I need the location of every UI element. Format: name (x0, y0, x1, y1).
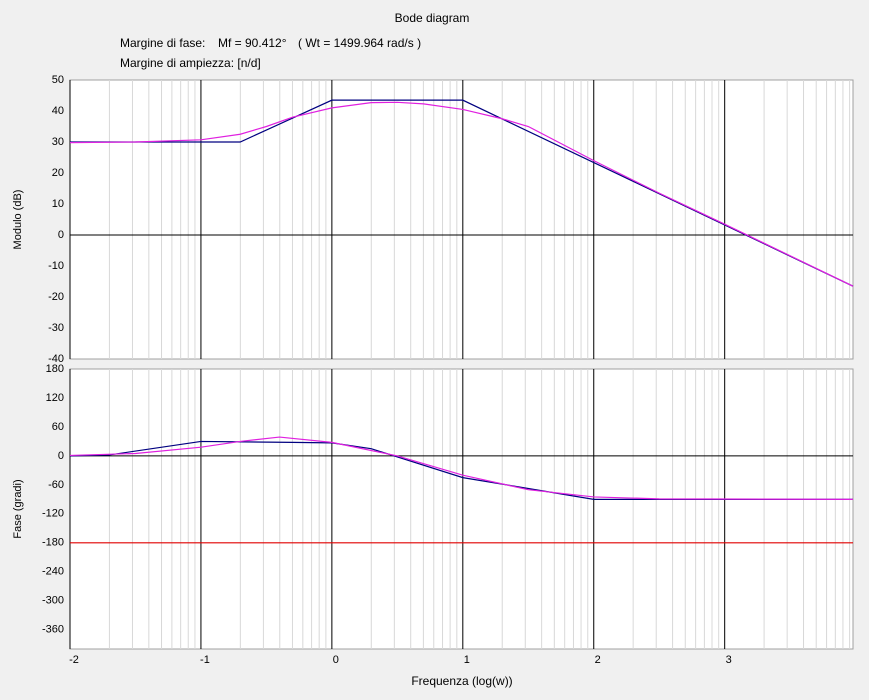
y-tick-label: -40 (48, 353, 64, 365)
y-tick-label: -60 (48, 479, 64, 491)
y-tick-label: -180 (42, 537, 64, 549)
chart-title: Bode diagram (395, 11, 470, 25)
y-tick-label: -30 (48, 322, 64, 334)
y-tick-label: -240 (42, 566, 64, 578)
x-tick-label: 0 (333, 654, 339, 666)
y-axis-label: Fase (gradi) (12, 479, 24, 538)
y-tick-label: 120 (46, 392, 64, 404)
y-tick-label: 0 (58, 229, 64, 241)
line-series (70, 99, 854, 287)
x-tick-label: 3 (726, 654, 732, 666)
y-tick-label: -10 (48, 260, 64, 272)
y-tick-label: 10 (52, 198, 64, 210)
x-tick-label: 1 (464, 654, 470, 666)
y-axis-label: Modulo (dB) (12, 190, 24, 250)
line-series (69, 101, 854, 287)
x-tick-label: 2 (595, 654, 601, 666)
plot-area (69, 368, 854, 650)
y-tick-label: 30 (52, 136, 64, 148)
crossover-frequency: ( Wt = 1499.964 rad/s ) (298, 36, 421, 50)
y-tick-label: -20 (48, 291, 64, 303)
plot-area (69, 79, 854, 360)
phase-margin: Mf = 90.412° (218, 36, 287, 50)
y-tick-label: 40 (52, 105, 64, 117)
y-tick-label: 180 (46, 363, 64, 375)
y-tick-label: 50 (52, 74, 64, 86)
gain-margin: Margine di ampiezza: [n/d] (120, 56, 261, 70)
phase-margin-label: Margine di fase: (120, 36, 205, 50)
y-tick-label: 20 (52, 167, 64, 179)
x-axis-label: Frequenza (log(w)) (411, 674, 512, 688)
y-tick-label: 0 (58, 450, 64, 462)
x-tick-label: -2 (69, 654, 79, 666)
x-tick-label: -1 (200, 654, 210, 666)
y-tick-label: -360 (42, 624, 64, 636)
line-series (69, 436, 854, 500)
y-tick-label: 60 (52, 421, 64, 433)
y-tick-label: -120 (42, 508, 64, 520)
y-tick-label: -300 (42, 595, 64, 607)
